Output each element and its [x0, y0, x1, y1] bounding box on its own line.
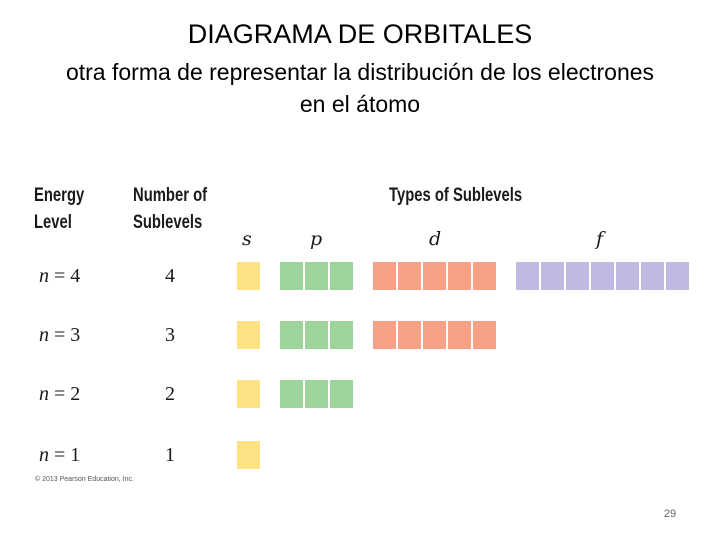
header-energy-level: Energy Level [34, 182, 84, 236]
orbital-box-f [541, 262, 566, 290]
orbital-box-d [373, 262, 398, 290]
orbital-box-f [591, 262, 616, 290]
orbital-box-d [448, 262, 473, 290]
slide-subtitle: otra forma de representar la distribució… [65, 59, 655, 117]
orbital-box-d [398, 262, 423, 290]
orbital-box-f [516, 262, 541, 290]
orbital-box-d [423, 262, 448, 290]
header-types-of-sublevels: Types of Sublevels [389, 185, 523, 206]
sublevel-count: 4 [165, 265, 175, 287]
orbital-box-f [666, 262, 691, 290]
energy-level-label: n = 4 [39, 265, 81, 287]
header-energy-level-line2: Level [34, 212, 72, 233]
sublevel-letter-p: p [310, 228, 323, 250]
orbital-box-p [305, 321, 330, 349]
orbital-box-p [330, 380, 355, 408]
sublevel-count: 2 [165, 383, 175, 405]
orbital-box-s [237, 441, 260, 469]
header-number-of-sublevels-line2: Sublevels [133, 212, 203, 233]
orbital-box-d [423, 321, 448, 349]
page-number: 29 [663, 508, 677, 520]
orbital-box-p [280, 262, 305, 290]
sublevel-letter-f: f [596, 228, 604, 250]
sublevel-letter-s: s [242, 228, 252, 250]
orbital-box-d [473, 262, 498, 290]
orbital-box-d [373, 321, 398, 349]
orbital-box-f [566, 262, 591, 290]
header-energy-level-line1: Energy [34, 185, 85, 206]
energy-level-label: n = 2 [39, 383, 81, 405]
energy-level-label: n = 1 [39, 444, 81, 466]
orbital-box-d [398, 321, 423, 349]
sublevel-count: 1 [165, 444, 175, 466]
orbital-box-f [616, 262, 641, 290]
orbital-box-p [305, 380, 330, 408]
slide-title: DIAGRAMA DE ORBITALES [187, 19, 533, 49]
orbital-box-s [237, 380, 260, 408]
orbital-box-p [330, 262, 355, 290]
copyright-notice: © 2013 Pearson Education, Inc. [35, 476, 134, 483]
sublevel-letter-d: d [429, 228, 442, 250]
orbital-box-d [448, 321, 473, 349]
sublevel-count: 3 [165, 324, 175, 346]
energy-level-label: n = 3 [39, 324, 81, 346]
orbital-box-p [280, 321, 305, 349]
header-number-of-sublevels: Number of Sublevels [133, 182, 207, 236]
orbital-box-p [305, 262, 330, 290]
orbital-box-f [641, 262, 666, 290]
orbital-box-p [280, 380, 305, 408]
header-number-of-sublevels-line1: Number of [133, 185, 208, 206]
orbital-box-s [237, 262, 260, 290]
orbital-box-p [330, 321, 355, 349]
orbital-box-d [473, 321, 498, 349]
orbital-box-s [237, 321, 260, 349]
